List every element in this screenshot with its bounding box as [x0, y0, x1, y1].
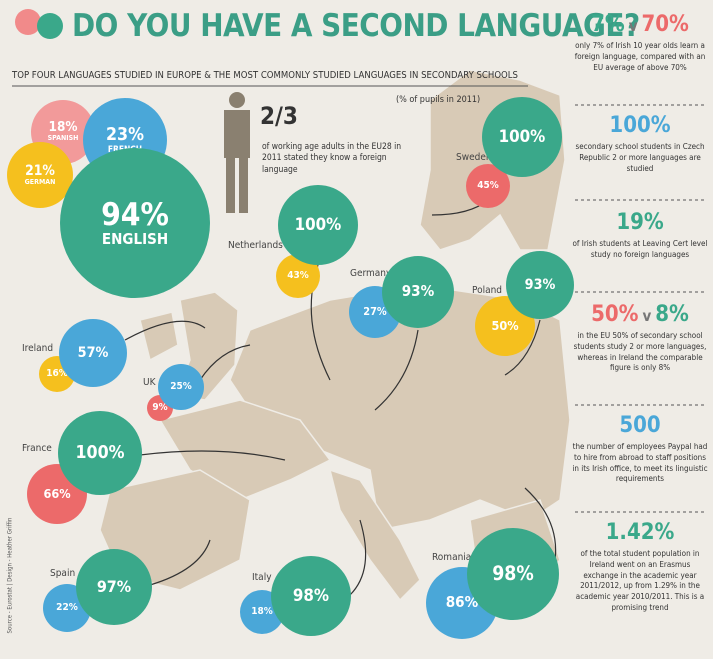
language-value: 23% [106, 125, 144, 146]
country-circle-large: 98% [271, 556, 351, 636]
headline-part: 19% [616, 210, 664, 235]
country-name: Netherlands [228, 240, 283, 251]
language-circle: 94% ENGLISH [60, 148, 210, 298]
stat-value: 2/3 [260, 102, 298, 130]
country-circle-large: 100% [278, 185, 358, 265]
headline-part: 50% [591, 302, 639, 327]
country-name: UK [143, 377, 156, 388]
country-name: Spain [50, 568, 76, 579]
headline-part: 1.42% [605, 520, 675, 545]
headline-part: v [642, 307, 652, 325]
country-value: 45% [477, 179, 499, 191]
headline-part: 100% [609, 113, 671, 138]
person-icon [224, 92, 250, 213]
sidebar-item: 100% secondary school students in Czech R… [572, 113, 708, 174]
source: Source - Eurostat | Design - Heather Gri… [6, 517, 14, 634]
title: DO YOU HAVE A SECOND LANGUAGE? [72, 8, 640, 44]
logo [15, 9, 63, 39]
country-name: Ireland [22, 343, 54, 354]
country-value: 16% [46, 367, 68, 379]
country-value: 98% [292, 585, 330, 606]
country-circle-large: 97% [76, 549, 152, 625]
country-value: 25% [170, 380, 192, 392]
country-name: Romania [432, 552, 472, 563]
country-circle-large: 100% [482, 97, 562, 177]
sidebar-text: the number of employees Paypal had to hi… [572, 442, 708, 484]
sidebar-headline: 1.42% [572, 520, 708, 545]
language-name: ENGLISH [101, 229, 169, 248]
country-circle-large: 93% [506, 251, 574, 319]
language-name: SPANISH [47, 134, 79, 143]
sidebar-text: of the total student population in Irela… [575, 549, 705, 612]
country-circle-large: 57% [59, 319, 127, 387]
headline-part: 7% [591, 12, 625, 37]
country-name: Italy [252, 572, 272, 583]
language-value: 21% [25, 163, 55, 180]
country-value: 98% [492, 561, 534, 585]
country-value: 43% [287, 269, 309, 281]
headline-part: 70% [641, 12, 689, 37]
sidebar-text: of Irish students at Leaving Cert level … [572, 239, 708, 259]
country-value: 100% [294, 214, 342, 235]
country-name: Sweden [456, 152, 492, 163]
language-value: 18% [48, 120, 78, 136]
country-circle-large: 93% [382, 256, 454, 328]
country-value: 66% [43, 486, 71, 502]
country-circle-large: 25% [158, 364, 204, 410]
country-name: Germany [350, 268, 392, 279]
country-value: 57% [77, 344, 109, 361]
language-value: 94% [101, 196, 169, 233]
country-value: 18% [251, 605, 273, 617]
subtitle: TOP FOUR LANGUAGES STUDIED IN EUROPE & T… [12, 70, 518, 81]
sidebar-headline: 500 [572, 413, 708, 438]
note: (% of pupils in 2011) [396, 95, 481, 105]
headline-part: 500 [619, 413, 661, 438]
sidebar-headline: 19% [572, 210, 708, 235]
country-value: 22% [56, 601, 78, 613]
sidebar-item: 7% v 70% only 7% of Irish 10 year olds lear… [572, 12, 708, 73]
stat-text: of working age adults in the EU28 in 201… [262, 142, 402, 175]
country-value: 9% [152, 401, 168, 413]
country-value: 27% [363, 305, 387, 319]
sidebar-item: 500 the number of employees Paypal had to… [572, 413, 708, 485]
sidebar-item: 1.42% of the total student population in … [572, 520, 708, 614]
country-name: Poland [472, 285, 502, 296]
headline-part: 8% [655, 302, 689, 327]
country-value: 100% [498, 126, 546, 147]
country-value: 100% [75, 442, 125, 463]
sidebar-item: 50% v 8% in the EU 50% of secondary school … [572, 302, 708, 374]
country-value: 93% [524, 276, 556, 293]
sidebar-headline: 100% [572, 113, 708, 138]
country-value: 93% [401, 282, 435, 301]
language-name: GERMAN [24, 177, 56, 186]
language-circle: 21% GERMAN [7, 142, 73, 208]
dividers [575, 104, 705, 513]
sidebar-headline: 7% v 70% [572, 12, 708, 37]
country-value: 86% [445, 593, 479, 612]
sidebar-headline: 50% v 8% [572, 302, 708, 327]
country-circle-large: 98% [467, 528, 559, 620]
headline-part: v [628, 17, 638, 35]
country-circle-large: 100% [58, 411, 142, 495]
sidebar-item: 19% of Irish students at Leaving Cert lev… [572, 210, 708, 261]
country-value: 97% [96, 576, 132, 596]
sidebar-text: only 7% of Irish 10 year olds learn a fo… [574, 41, 706, 72]
country-value: 50% [491, 318, 519, 334]
sidebar-text: in the EU 50% of secondary school studen… [573, 331, 707, 373]
sidebar-text: secondary school students in Czech Repub… [575, 142, 705, 173]
country-name: France [22, 443, 52, 454]
